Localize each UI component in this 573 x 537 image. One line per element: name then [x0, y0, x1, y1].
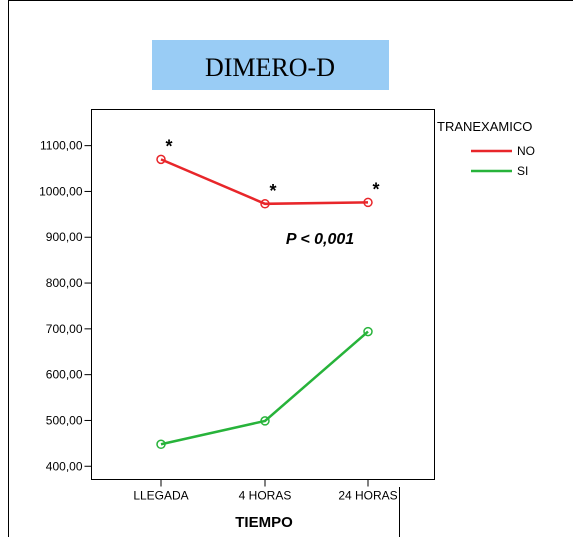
legend-label-si: SI	[517, 164, 528, 178]
series-layer: * * *	[156, 136, 380, 450]
x-tick-label: 24 HORAS	[338, 489, 397, 503]
legend: TRANEXAMICO NO SI	[437, 119, 535, 178]
plot-frame	[91, 109, 435, 480]
y-tick-label: 800,00	[46, 276, 83, 290]
chart-title: DIMERO-D	[205, 53, 335, 82]
legend-label-no: NO	[517, 144, 535, 158]
significance-marker: *	[372, 179, 379, 199]
x-tick-label: LLEGADA	[133, 489, 188, 503]
y-tick-label: 600,00	[46, 368, 83, 382]
x-tick-label: 4 HORAS	[239, 489, 292, 503]
data-point-si	[363, 326, 373, 337]
data-point-si	[156, 439, 166, 450]
significance-marker: *	[165, 136, 172, 156]
series-line-si	[160, 330, 369, 446]
data-point-no	[156, 154, 166, 165]
y-tick-label: 900,00	[46, 230, 83, 244]
chart-title-box	[152, 40, 389, 90]
x-axis-title: TIEMPO	[235, 514, 293, 531]
y-tick-label: 400,00	[46, 459, 83, 473]
series-line-no	[160, 158, 369, 206]
significance-marker: *	[269, 181, 276, 201]
y-tick-label: 1100,00	[40, 139, 83, 153]
y-tick-label: 500,00	[46, 413, 83, 427]
x-axis: LLEGADA 4 HORAS 24 HORAS	[133, 479, 398, 503]
y-tick-label: 700,00	[46, 322, 83, 336]
p-value-annotation: P < 0,001	[286, 231, 354, 248]
data-point-si	[260, 416, 270, 426]
y-axis: 400,00 500,00 600,00 700,00 800,00 900,00 1000…	[39, 139, 92, 473]
data-point-no	[260, 199, 270, 209]
data-point-no	[363, 197, 373, 208]
legend-title: TRANEXAMICO	[437, 119, 532, 134]
y-tick-label: 1000,00	[39, 184, 83, 198]
